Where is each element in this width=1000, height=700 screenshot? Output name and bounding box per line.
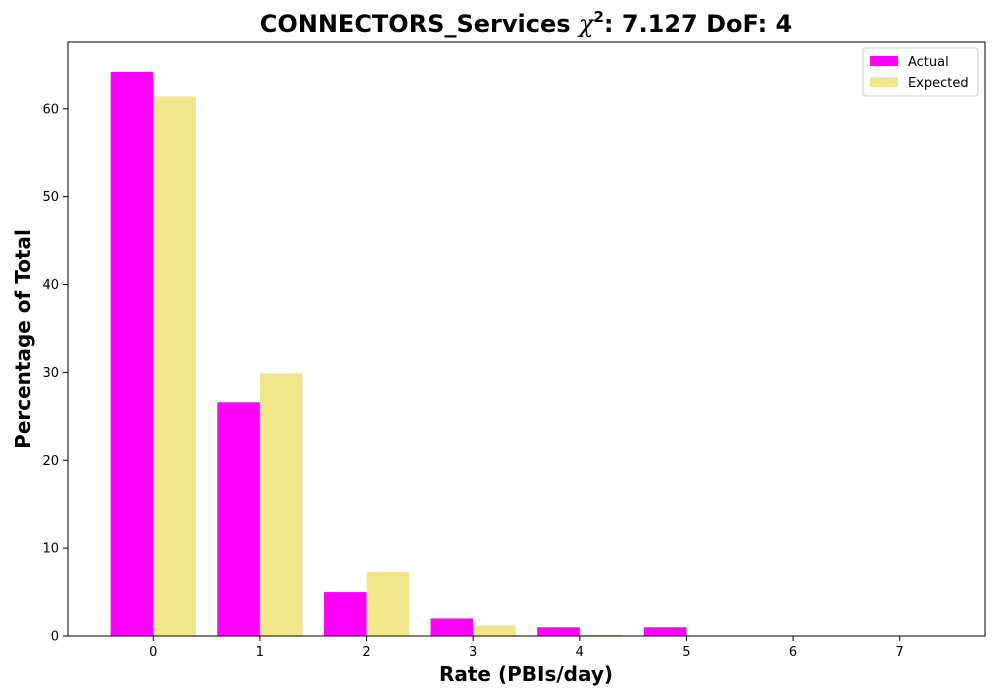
legend: Actual Expected [862,47,979,97]
bar-expected-3 [473,625,516,636]
legend-swatch-actual [870,56,898,66]
legend-label-expected: Expected [908,76,969,91]
x-tick-label-3: 3 [469,645,477,660]
y-tick-label-60: 60 [42,102,59,117]
bar-expected-0 [153,96,196,637]
x-tick-label-7: 7 [896,645,904,660]
x-tick-label-0: 0 [149,645,157,660]
bar-actual-5 [643,627,687,636]
chart-title: CONNECTORS_Services χ2: 7.127 DoF: 4 [260,8,793,38]
x-tick-label-6: 6 [789,645,797,660]
axes-frame [67,41,986,637]
bar-actual-2 [323,592,367,636]
y-tick-label-30: 30 [42,366,59,381]
y-tick-label-50: 50 [42,190,59,205]
bar-expected-4 [579,634,623,636]
bar-actual-0 [110,71,154,636]
plot-area: 0 1 2 3 4 5 6 7 0 10 20 30 40 50 60 [42,41,986,660]
bar-expected-2 [366,571,410,636]
bar-actual-4 [537,627,580,636]
y-tick-label-0: 0 [51,630,59,645]
legend-label-actual: Actual [908,55,949,70]
bar-actual-3 [430,618,474,636]
bar-actual-1 [217,402,260,636]
x-tick-label-4: 4 [576,645,584,660]
bar-expected-1 [259,373,303,636]
y-tick-label-10: 10 [42,542,59,557]
y-axis-label: Percentage of Total [11,229,35,449]
x-tick-label-1: 1 [256,645,264,660]
x-tick-label-5: 5 [682,645,690,660]
x-axis-label: Rate (PBIs/day) [439,662,613,686]
legend-swatch-expected [870,77,898,87]
y-tick-label-20: 20 [42,454,59,469]
y-tick-label-40: 40 [42,278,59,293]
x-tick-label-2: 2 [362,645,370,660]
